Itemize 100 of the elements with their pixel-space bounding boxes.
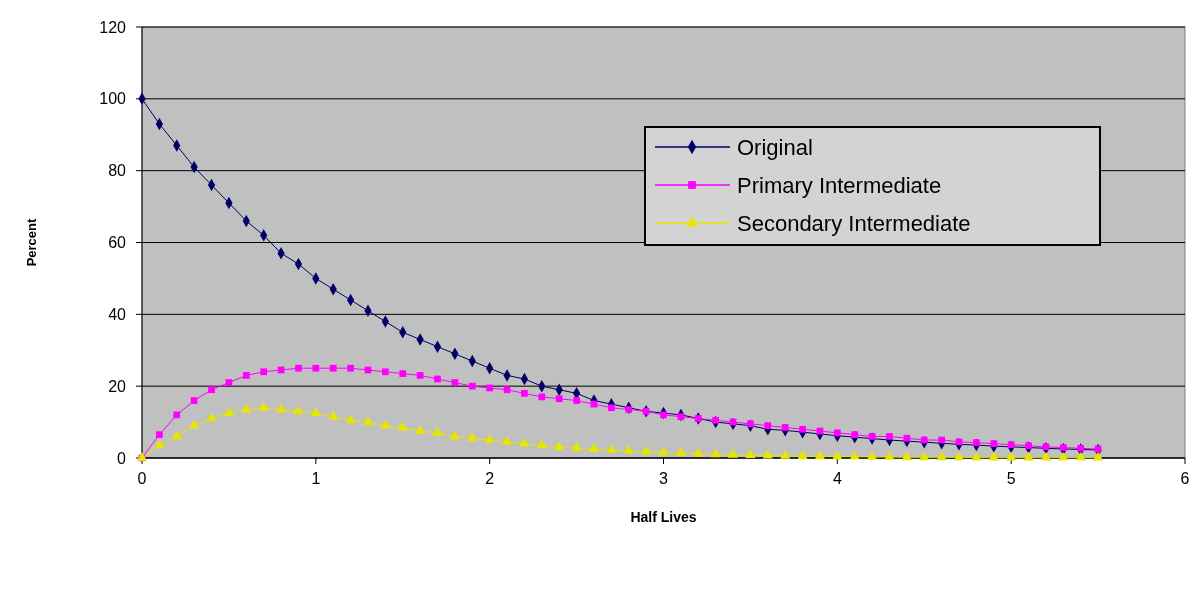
point xyxy=(451,379,459,386)
point xyxy=(328,410,339,420)
point xyxy=(173,411,181,419)
point xyxy=(677,413,685,421)
y-tick-label: 60 xyxy=(108,234,127,252)
point xyxy=(156,431,163,439)
point xyxy=(521,390,528,397)
point xyxy=(623,444,634,454)
point xyxy=(851,431,859,439)
point xyxy=(312,364,320,372)
point xyxy=(747,420,754,428)
point xyxy=(503,386,511,394)
point xyxy=(727,448,739,458)
point xyxy=(293,405,304,415)
point xyxy=(588,443,600,452)
point xyxy=(538,393,546,401)
y-axis-title: Percent xyxy=(24,217,39,267)
x-tick-label: 2 xyxy=(485,470,495,487)
point xyxy=(571,442,582,451)
point xyxy=(486,384,494,392)
point xyxy=(189,419,200,429)
y-tick-label: 0 xyxy=(117,449,127,467)
point xyxy=(223,407,235,417)
x-tick-label: 5 xyxy=(1006,470,1016,487)
point xyxy=(1075,451,1086,461)
point xyxy=(310,407,321,417)
point xyxy=(849,450,860,460)
point xyxy=(1025,442,1032,450)
point xyxy=(258,401,269,411)
point xyxy=(432,426,443,436)
point xyxy=(1077,444,1085,452)
point xyxy=(362,416,374,426)
point xyxy=(901,451,912,461)
y-tick-label: 20 xyxy=(108,377,127,395)
point xyxy=(919,451,930,461)
x-tick-label: 6 xyxy=(1180,470,1190,487)
point xyxy=(953,451,965,461)
point xyxy=(608,404,615,412)
point xyxy=(416,372,424,379)
point xyxy=(190,397,198,404)
point xyxy=(449,430,460,440)
point xyxy=(260,368,268,376)
point xyxy=(868,433,876,440)
point xyxy=(554,441,565,451)
point xyxy=(347,364,354,372)
point xyxy=(399,370,407,377)
point xyxy=(920,436,928,444)
point xyxy=(1092,451,1104,461)
x-axis-title: Half Lives xyxy=(630,509,697,525)
point xyxy=(797,450,808,460)
point xyxy=(884,451,895,460)
point xyxy=(832,450,843,460)
point xyxy=(206,412,217,422)
y-tick-label: 80 xyxy=(108,162,127,180)
point xyxy=(625,406,633,413)
legend-label: Primary Intermediate xyxy=(737,172,942,198)
point xyxy=(1059,444,1067,451)
y-tick-label: 120 xyxy=(99,18,127,36)
point xyxy=(990,440,998,447)
point xyxy=(814,450,826,460)
point xyxy=(329,364,337,372)
point xyxy=(519,437,530,447)
point xyxy=(660,411,667,419)
point xyxy=(1023,451,1034,461)
point xyxy=(936,451,947,461)
point xyxy=(242,372,250,379)
point xyxy=(468,382,476,390)
point xyxy=(606,444,617,454)
legend-label: Secondary Intermediate xyxy=(737,210,971,236)
point xyxy=(241,403,252,413)
x-tick-label: 1 xyxy=(311,470,321,487)
point xyxy=(781,424,789,431)
x-tick-label: 0 xyxy=(137,470,147,487)
point xyxy=(938,436,945,444)
point xyxy=(712,416,719,424)
point xyxy=(1006,451,1017,461)
point xyxy=(434,375,441,383)
point xyxy=(780,449,791,459)
y-tick-label: 40 xyxy=(108,305,127,323)
point xyxy=(1040,451,1052,461)
point xyxy=(988,451,999,461)
point xyxy=(467,432,478,442)
point xyxy=(382,368,389,376)
legend-label: Original xyxy=(737,134,813,160)
point xyxy=(536,439,547,449)
point xyxy=(380,419,391,429)
point xyxy=(225,379,233,386)
x-tick-label: 4 xyxy=(832,470,842,487)
x-tick-label: 3 xyxy=(659,470,669,487)
point xyxy=(345,414,356,424)
point xyxy=(799,425,806,433)
point xyxy=(886,433,893,440)
point xyxy=(833,429,841,437)
y-tick-label: 100 xyxy=(99,90,127,108)
point xyxy=(573,397,580,404)
point xyxy=(171,430,182,440)
point xyxy=(973,439,980,446)
point xyxy=(415,425,426,435)
point xyxy=(208,386,215,394)
point xyxy=(501,435,513,445)
